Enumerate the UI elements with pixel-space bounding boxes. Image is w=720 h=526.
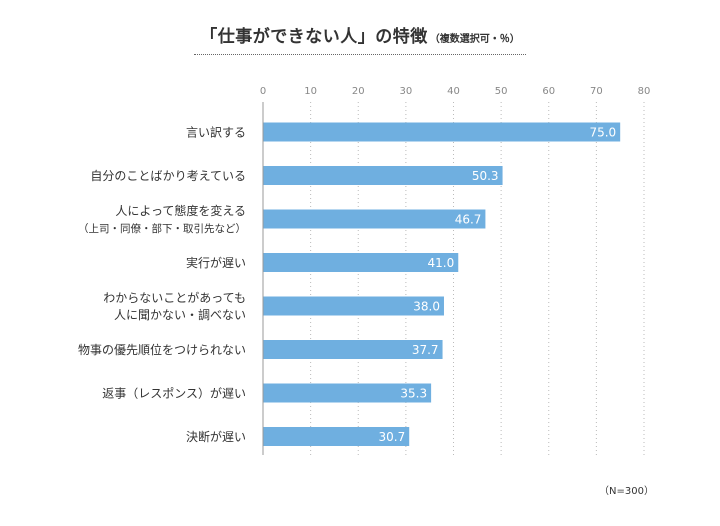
category-label-line: （上司・同僚・部下・取引先など） bbox=[78, 222, 246, 235]
category-label-line: 物事の優先順位をつけられない bbox=[78, 342, 246, 357]
bar-7 bbox=[263, 383, 432, 403]
bar-1 bbox=[263, 122, 621, 142]
category-label-line: 返事（レスポンス）が遅い bbox=[102, 386, 246, 401]
category-label-3: 人によって態度を変える （上司・同僚・部下・取引先など） bbox=[78, 203, 246, 235]
value-label-8: 30.7 bbox=[378, 430, 405, 444]
chart-subtitle: （複数選択可・％） bbox=[429, 34, 520, 45]
category-label-4: 実行が遅い bbox=[186, 255, 246, 270]
chart-title: 「仕事ができない人」の特徴 bbox=[200, 27, 428, 47]
value-label-3: 46.7 bbox=[455, 213, 482, 227]
category-label-8: 決断が遅い bbox=[186, 429, 246, 444]
tick-label-70: 70 bbox=[590, 86, 603, 97]
value-label-2: 50.3 bbox=[472, 169, 499, 183]
category-label-line: 自分のことばかり考えている bbox=[90, 169, 246, 183]
bar-8 bbox=[263, 427, 410, 446]
tick-label-30: 30 bbox=[400, 86, 413, 97]
category-label-line: 言い訳する bbox=[186, 125, 246, 140]
tick-label-10: 10 bbox=[304, 86, 317, 97]
tick-label-80: 80 bbox=[638, 86, 651, 97]
category-label-6: 物事の優先順位をつけられない bbox=[78, 342, 246, 357]
tick-label-40: 40 bbox=[447, 86, 460, 97]
category-label-7: 返事（レスポンス）が遅い bbox=[102, 386, 246, 401]
tick-label-50: 50 bbox=[495, 86, 508, 97]
category-label-line: 決断が遅い bbox=[186, 429, 246, 444]
value-label-1: 75.0 bbox=[589, 126, 616, 140]
bar-2 bbox=[263, 166, 503, 185]
category-label-line: わからないことがあっても bbox=[103, 290, 246, 305]
title-underline bbox=[194, 54, 526, 55]
category-label-5: わからないことがあっても人に聞かない・調べない bbox=[103, 290, 246, 322]
value-label-7: 35.3 bbox=[400, 387, 427, 401]
category-label-line: 人に聞かない・調べない bbox=[114, 308, 246, 322]
category-label-2: 自分のことばかり考えている bbox=[90, 169, 246, 183]
bar-6 bbox=[263, 340, 443, 359]
value-label-4: 41.0 bbox=[428, 256, 455, 270]
category-label-1: 言い訳する bbox=[186, 125, 246, 140]
sample-size-note: （N=300） bbox=[599, 486, 654, 497]
value-label-6: 37.7 bbox=[412, 343, 439, 357]
tick-label-60: 60 bbox=[542, 86, 555, 97]
bar-4 bbox=[263, 253, 459, 272]
value-label-5: 38.0 bbox=[413, 300, 440, 314]
chart-title-block: 「仕事ができない人」の特徴 （複数選択可・％） bbox=[0, 22, 720, 47]
bar-5 bbox=[263, 296, 444, 316]
tick-label-0: 0 bbox=[260, 86, 266, 97]
category-label-line: 実行が遅い bbox=[186, 255, 246, 270]
tick-label-20: 20 bbox=[352, 86, 365, 97]
bar-3 bbox=[263, 209, 486, 229]
category-label-line: 人によって態度を変える bbox=[115, 203, 246, 218]
